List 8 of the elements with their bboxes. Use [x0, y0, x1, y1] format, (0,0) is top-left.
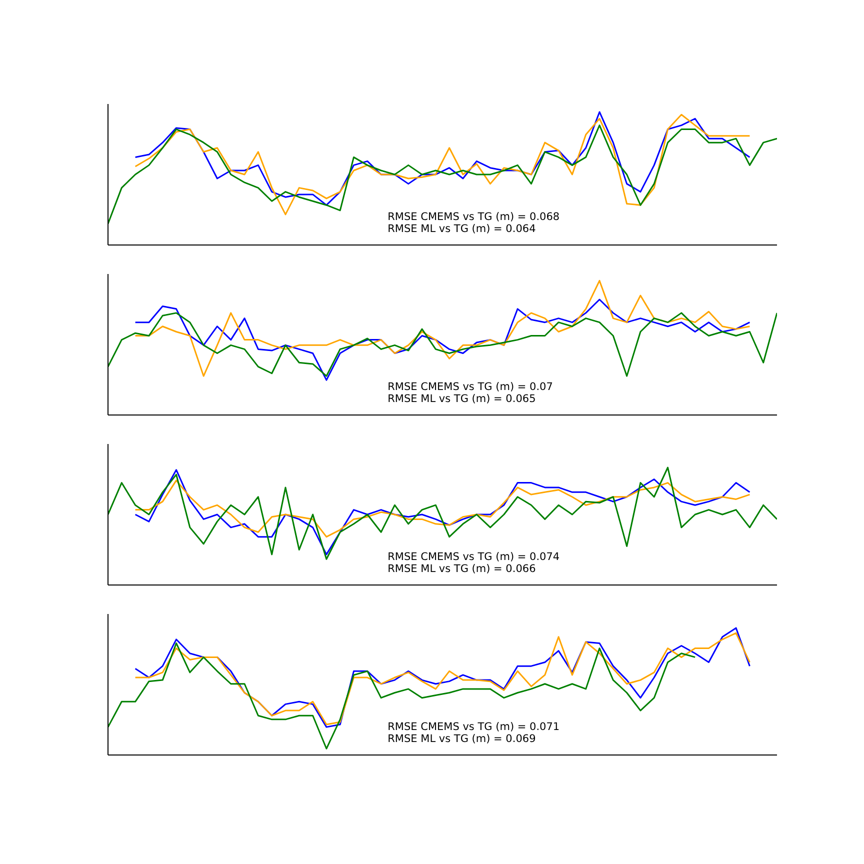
annotation: RMSE ML vs TG (m) = 0.066 — [388, 563, 537, 575]
annotation: RMSE ML vs TG (m) = 0.065 — [388, 393, 537, 405]
annotation: RMSE ML vs TG (m) = 0.064 — [388, 223, 537, 235]
annotation: RMSE CMEMS vs TG (m) = 0.074 — [388, 551, 560, 563]
annotation: RMSE CMEMS vs TG (m) = 0.071 — [388, 721, 560, 733]
annotation: RMSE CMEMS vs TG (m) = 0.07 — [388, 381, 553, 393]
annotation: RMSE ML vs TG (m) = 0.069 — [388, 733, 537, 745]
annotation: RMSE CMEMS vs TG (m) = 0.068 — [388, 211, 560, 223]
